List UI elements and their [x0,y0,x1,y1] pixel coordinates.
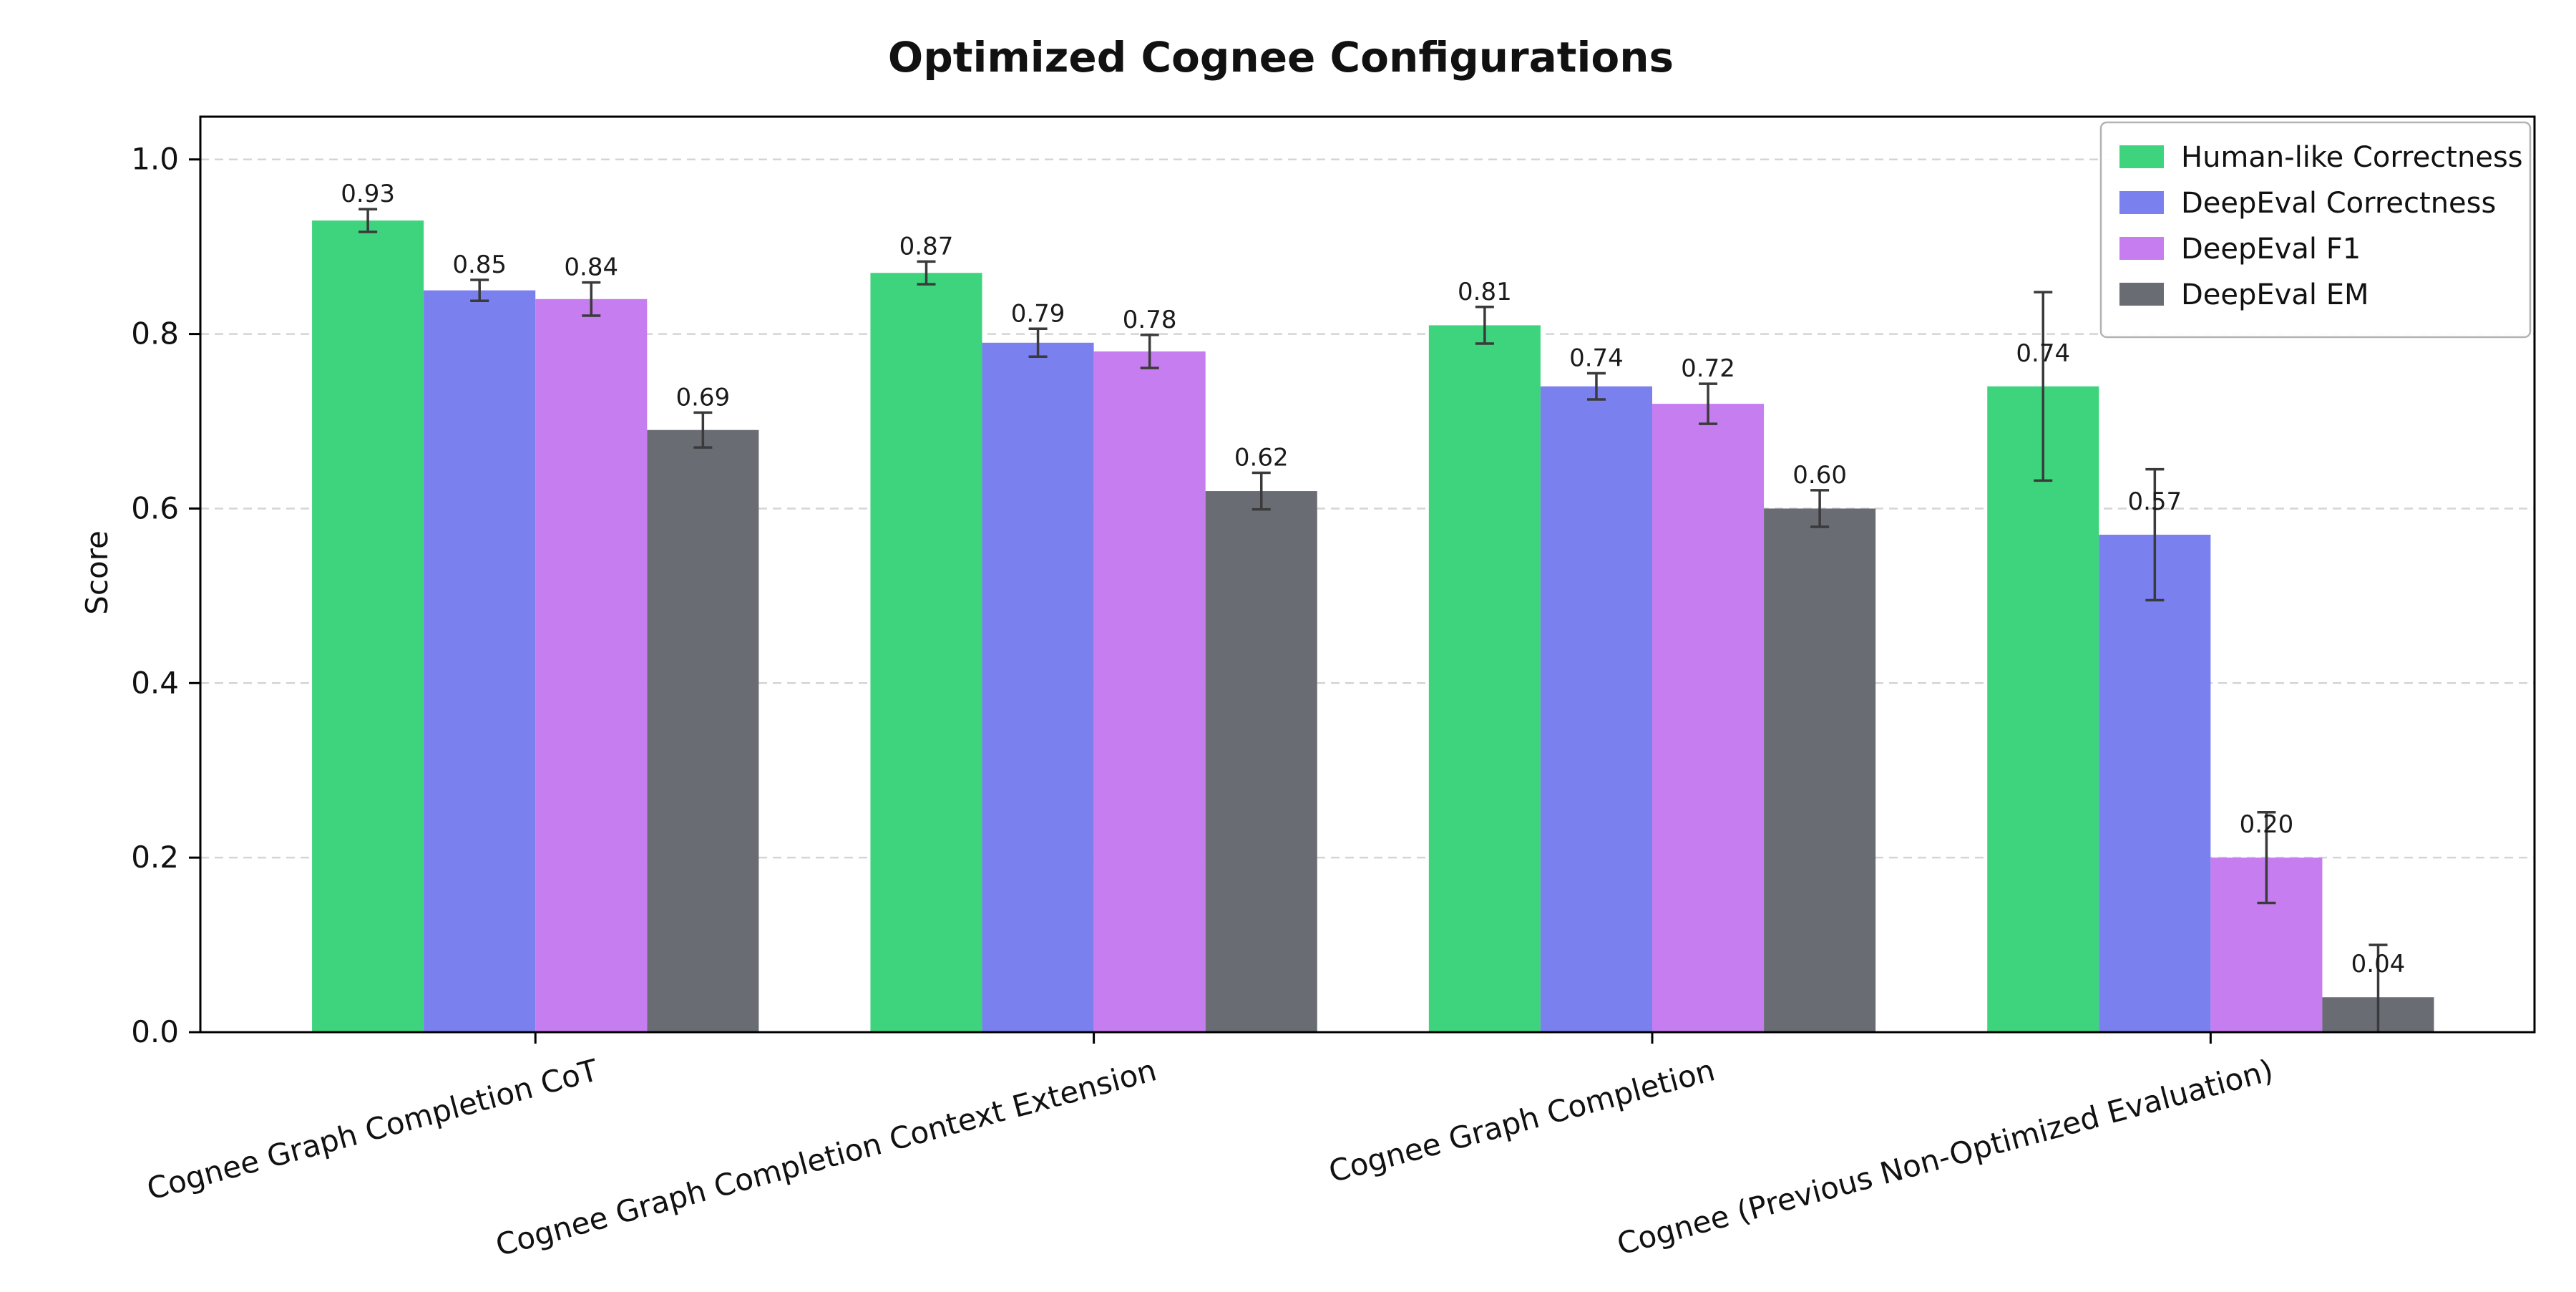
bar [2099,535,2211,1032]
bar-value-label: 0.60 [1792,461,1847,490]
bar-value-label: 0.84 [564,253,618,282]
bar-value-label: 0.85 [452,251,507,279]
legend-label: DeepEval F1 [2181,233,2361,266]
bar-value-label: 0.81 [1458,278,1512,306]
bar-value-label: 0.87 [899,232,954,261]
bar [1093,351,1206,1032]
legend-label: DeepEval EM [2181,278,2368,311]
legend-box [2099,121,2532,339]
bar [1540,386,1652,1032]
bar-value-label: 0.20 [2240,810,2294,839]
y-tick-label: 0.0 [131,1014,179,1049]
y-tick-label: 0.8 [131,316,179,351]
bar-value-label: 0.72 [1681,354,1735,383]
bar [870,273,982,1033]
legend-label: DeepEval Correctness [2181,187,2496,220]
plot-frame [199,115,2536,1034]
bar-value-label: 0.57 [2127,487,2182,516]
bar [535,298,648,1032]
x-tick-label: Cognee Graph Completion CoT [143,1052,602,1207]
frame-layer [199,115,2536,1034]
legend-label: Human-like Correctness [2181,141,2523,174]
bar [1428,325,1541,1032]
bar [982,342,1094,1032]
legend-swatch [2119,191,2164,214]
x-tick-label: Cognee Graph Completion [1325,1052,1719,1189]
y-tick-label: 1.0 [131,142,179,177]
bar [424,290,536,1032]
bar [1652,404,1765,1032]
bar-value-label: 0.62 [1234,443,1289,472]
value-labels-layer: 0.93 0.85 0.84 0.69 0.87 0.79 0.78 0.62 0.81 0.74… [341,180,2405,978]
bar [312,220,424,1032]
chart-title: Optimized Cognee Configurations [888,33,1674,82]
bar [1987,386,2099,1032]
legend-swatch [2119,283,2164,306]
y-tick-label: 0.4 [131,665,179,700]
y-axis-label: Score [79,530,114,615]
bar-value-label: 0.74 [2016,339,2070,368]
bar-value-label: 0.74 [1569,344,1624,372]
legend-swatch [2119,145,2164,168]
bars-layer [312,220,2434,1033]
legend-swatch [2119,237,2164,260]
bar-value-label: 0.69 [675,383,730,412]
bar [647,429,759,1032]
bar-value-label: 0.04 [2351,950,2406,978]
bar-value-label: 0.78 [1123,306,1177,334]
bar-value-label: 0.93 [341,180,395,208]
legend: Human-like Correctness DeepEval Correctne… [2099,121,2532,339]
y-tick-label: 0.6 [131,490,179,525]
bar [1205,491,1317,1032]
bar [1764,508,1876,1032]
y-tick-label: 0.2 [131,840,179,875]
bar-value-label: 0.79 [1011,299,1065,328]
error-bars-layer [358,208,2388,1032]
